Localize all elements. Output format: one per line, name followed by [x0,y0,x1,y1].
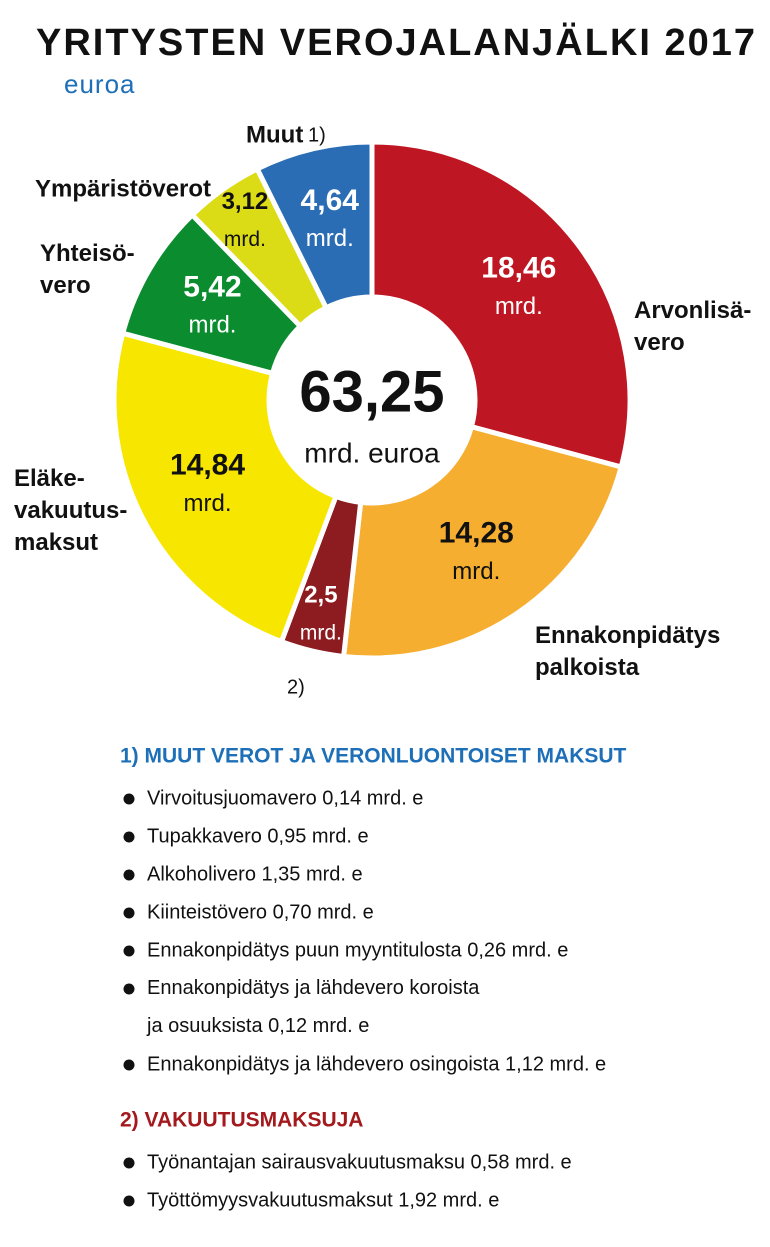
value-label: 14,28 [439,517,514,550]
value-unit: mrd. [495,293,543,320]
chart-title: YRITYSTEN VEROJALANJÄLKI 2017 [36,21,757,64]
donut-slice [111,330,340,645]
footnote-mark: 1) [308,124,326,146]
bullet [123,983,135,995]
value-unit: mrd. [452,558,500,585]
footnote-mark: 2) [287,676,305,698]
center-value: 63,25 [299,359,444,424]
category-label: Arvonlisä-vero [634,297,751,356]
category-label: Yhteisö-vero [40,240,135,299]
value-unit: mrd. [300,622,342,645]
value-unit: mrd. [184,490,232,517]
value-label: 5,42 [183,270,241,303]
bullet [123,945,135,957]
bullet [123,907,135,919]
bullet [123,1157,135,1169]
category-label: Muut [246,121,303,148]
donut-slice [340,423,625,661]
value-label: 4,64 [301,184,360,217]
category-label: Eläke-vakuutus-maksut [14,465,127,556]
note-item: Ennakonpidätys puun myyntitulosta 0,26 m… [147,939,568,961]
category-label: Ympäristöverot [35,175,211,202]
donut-slice [253,139,375,312]
notes-heading: 1) MUUT VEROT JA VERONLUONTOISET MAKSUT [120,745,627,768]
value-label: 14,84 [170,449,245,482]
bullet [123,831,135,843]
bullet [123,1059,135,1071]
chart-subtitle: euroa [64,69,136,99]
note-item: Ennakonpidätys ja lähdevero osingoista 1… [147,1053,606,1075]
value-unit: mrd. [188,312,236,339]
bullet [123,1195,135,1207]
value-label: 18,46 [481,251,556,284]
note-item: Kiinteistövero 0,70 mrd. e [147,901,374,923]
note-item: Virvoitusjuomavero 0,14 mrd. e [147,787,423,809]
value-unit: mrd. [224,228,266,251]
value-unit: mrd. [306,225,354,252]
note-item: Työttömyysvakuutusmaksut 1,92 mrd. e [147,1189,499,1211]
center-unit: mrd. euroa [304,437,440,468]
value-label: 3,12 [222,188,269,215]
value-label: 2,5 [304,581,337,608]
note-item: Ennakonpidätys ja lähdevero koroista ja o… [146,977,480,1037]
category-label: Ennakonpidätys palkoista [535,622,720,681]
note-item: Alkoholivero 1,35 mrd. e [147,863,363,885]
notes-heading: 2) VAKUUTUSMAKSUJA [120,1109,363,1132]
bullet [123,869,135,881]
note-item: Tupakkavero 0,95 mrd. e [147,825,369,847]
note-item: Työnantajan sairausvakuutusmaksu 0,58 mr… [147,1151,572,1173]
bullet [123,793,135,805]
donut-slice [369,139,633,471]
